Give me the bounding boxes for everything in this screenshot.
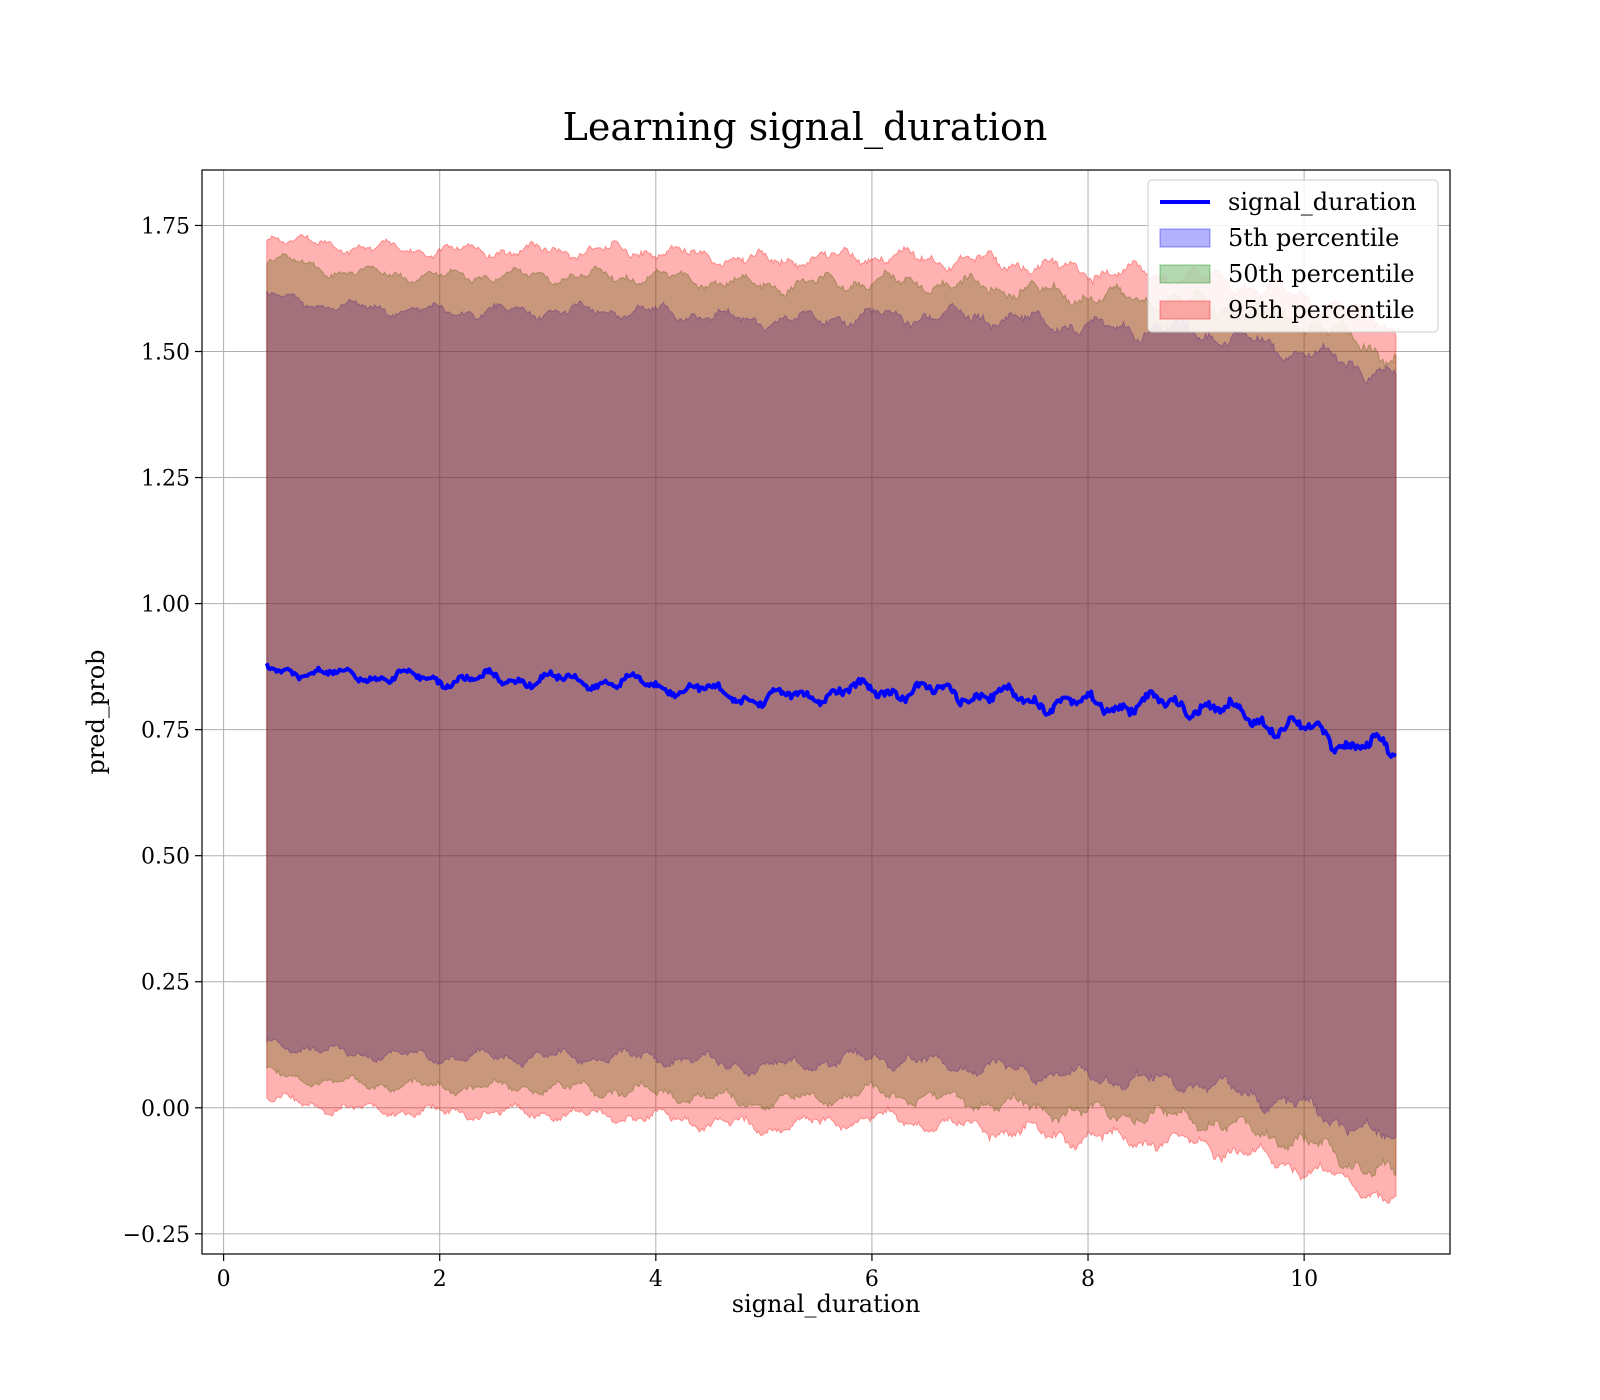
legend-label: signal_duration: [1228, 188, 1417, 216]
legend-box: [1147, 179, 1439, 333]
x-axis-label: signal_duration: [732, 1290, 921, 1318]
grid: [202, 170, 1450, 1254]
mean-line-layer: [264, 662, 1397, 759]
y-tick-label: 0.50: [141, 845, 190, 870]
x-axis-ticks: 0 2 4 6 8 10: [217, 1254, 1318, 1292]
y-tick-label: −0.25: [123, 1223, 190, 1248]
x-tick-label: 4: [649, 1267, 663, 1292]
y-tick-label: 1.25: [141, 467, 190, 492]
plot-frame: [201, 169, 1451, 1255]
band-5th-percentile: [266, 290, 1397, 1141]
y-tick-label: 0.25: [141, 971, 190, 996]
y-tick-label: 1.50: [141, 341, 190, 366]
x-tick-label: 8: [1081, 1267, 1095, 1292]
x-tick-label: 10: [1290, 1267, 1318, 1292]
band-50th-percentile: [266, 252, 1397, 1178]
legend-swatch-band: [1159, 300, 1211, 320]
x-tick-label: 0: [217, 1267, 231, 1292]
legend-label: 95th percentile: [1228, 296, 1415, 324]
y-tick-label: 1.75: [141, 214, 190, 239]
y-axis-ticks: −0.25 0.00 0.25 0.50 0.75 1.00 1.25 1.50 1.75: [123, 214, 202, 1248]
y-tick-label: 0.00: [141, 1097, 190, 1122]
x-tick-label: 2: [433, 1267, 447, 1292]
percentile-bands: [266, 233, 1397, 1204]
legend-swatch-band: [1159, 264, 1211, 284]
y-tick-label: 1.00: [141, 593, 190, 618]
legend-label: 50th percentile: [1228, 260, 1415, 288]
y-axis-label: pred_prob: [82, 649, 110, 774]
band-95th-percentile: [266, 233, 1397, 1204]
series-line-signal-duration: [264, 662, 1397, 759]
chart-title: Learning signal_duration: [563, 105, 1048, 150]
legend-label: 5th percentile: [1228, 224, 1399, 252]
y-tick-label: 0.75: [141, 719, 190, 744]
legend-swatch-band: [1159, 228, 1211, 248]
legend: signal_duration 5th percentile 50th percen…: [1147, 179, 1439, 333]
x-tick-label: 6: [865, 1267, 879, 1292]
